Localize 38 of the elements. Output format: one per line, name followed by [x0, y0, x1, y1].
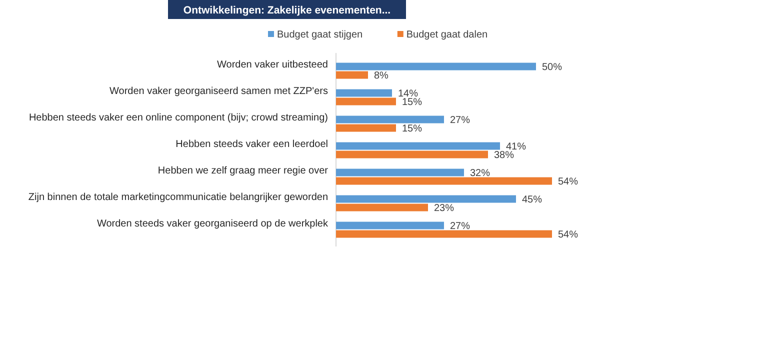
bar [336, 230, 552, 238]
data-label: 15% [402, 97, 422, 108]
bar [336, 150, 488, 158]
data-label: 8% [374, 70, 389, 82]
y-tick-label: Hebben steeds vaker een leerdoel [176, 138, 328, 150]
y-tick-label: Worden steeds vaker georganiseerd op de werkplek [96, 218, 329, 230]
data-label: 27% [450, 115, 470, 126]
data-label: 38% [494, 150, 514, 161]
bar [336, 177, 552, 185]
bar [336, 222, 444, 230]
data-label: 54% [558, 176, 578, 188]
data-label: 15% [402, 124, 422, 134]
data-label: 50% [542, 62, 562, 73]
bar [336, 168, 464, 176]
y-tick-label: Worden vaker georganiseerd samen met ZZP'ers [110, 86, 328, 97]
chart-title: Ontwikkelingen: Zakelijke evenementen... [183, 4, 391, 16]
bar [336, 204, 428, 212]
legend-label: Budget gaat dalen [406, 30, 488, 40]
y-tick-label: Hebben steeds vaker een online component (bijv; crowd streaming) [28, 112, 328, 124]
data-label: 45% [522, 194, 542, 206]
bar [336, 62, 536, 70]
legend-label: Budget gaat stijgen [277, 30, 363, 40]
data-label: 23% [434, 203, 454, 214]
data-label: 14% [398, 88, 418, 100]
bar [336, 71, 368, 79]
y-tick-label: Hebben we zelf graag meer regie over [158, 165, 329, 176]
y-tick-label: Zijn binnen de totale marketingcommunicatie belangrijker geworden [28, 192, 328, 203]
data-label: 54% [558, 230, 578, 240]
data-label: 32% [470, 168, 490, 179]
bar [336, 142, 500, 150]
y-tick-label: Worden vaker uitbesteed [217, 59, 328, 70]
bar [336, 124, 396, 132]
bar [336, 89, 392, 97]
bar [336, 116, 444, 124]
bar [336, 98, 396, 106]
data-label: 41% [506, 142, 526, 152]
data-label: 27% [450, 221, 470, 232]
bar [336, 195, 516, 203]
